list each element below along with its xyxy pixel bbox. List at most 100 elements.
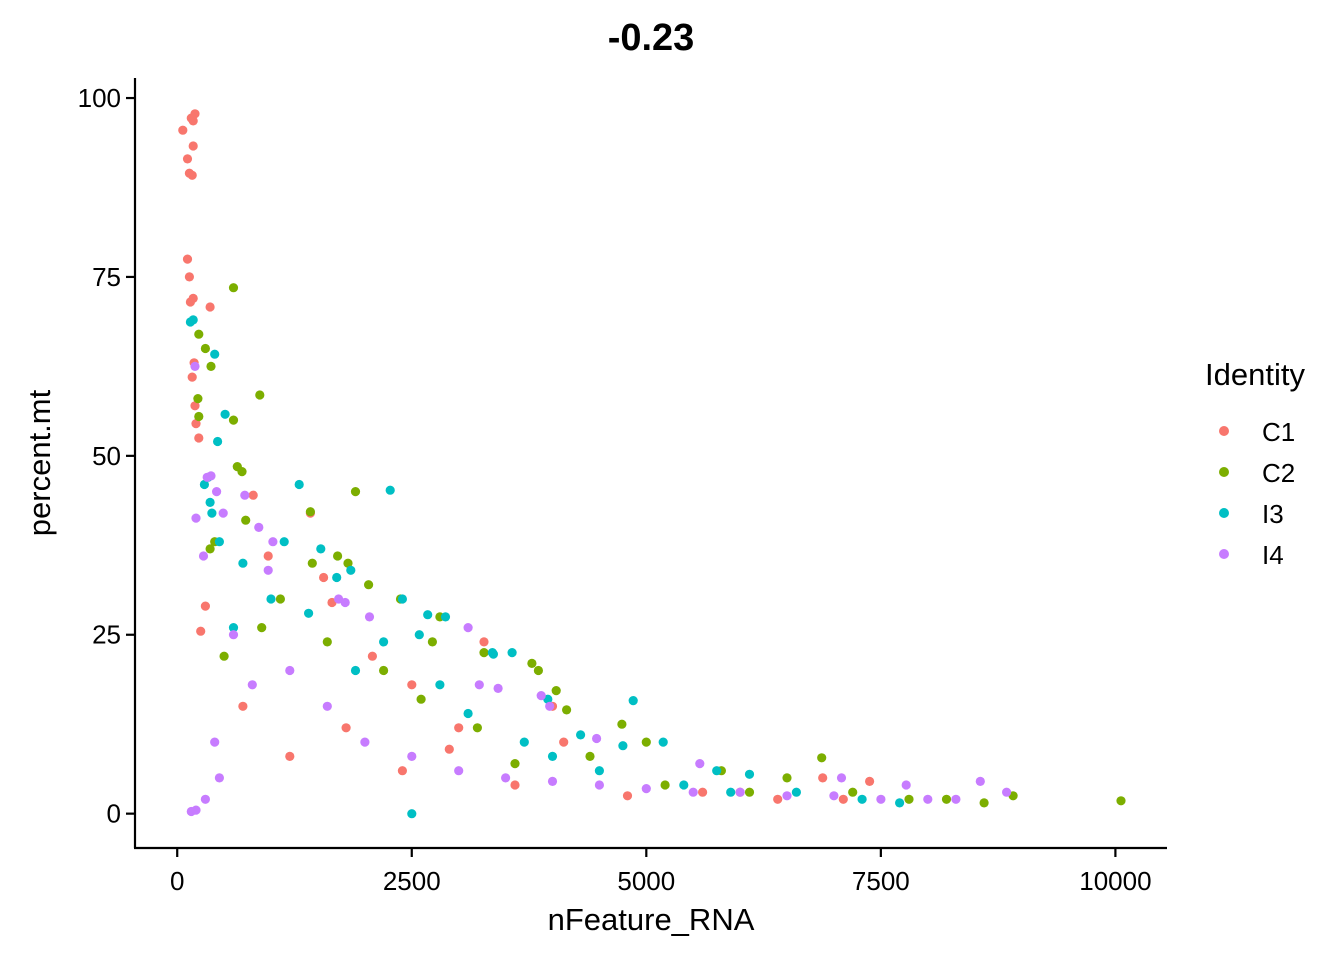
data-point [838, 794, 848, 804]
data-point [658, 737, 668, 747]
data-point [385, 485, 395, 495]
data-point [641, 784, 651, 794]
data-point [275, 594, 285, 604]
data-point [423, 610, 433, 620]
data-point [220, 409, 230, 419]
data-point [190, 109, 200, 119]
data-point [319, 572, 329, 583]
data-point [247, 680, 257, 690]
data-point [333, 551, 343, 561]
data-point [205, 302, 215, 312]
data-point [212, 487, 222, 497]
data-point [463, 623, 473, 633]
data-point [341, 723, 351, 733]
data-point [198, 551, 209, 561]
data-point [343, 558, 353, 568]
legend-label-c1: C1 [1262, 417, 1295, 447]
data-point [791, 787, 802, 797]
data-point [463, 708, 473, 719]
data-point [744, 787, 755, 797]
data-point [350, 487, 361, 497]
legend-key-c2 [1219, 467, 1229, 477]
data-point [285, 665, 295, 676]
data-point [622, 791, 633, 801]
data-point [782, 773, 792, 783]
y-axis-ticks: 0 25 50 75 100 [78, 83, 135, 829]
data-point [836, 773, 847, 783]
data-point [340, 597, 350, 608]
series-c1 [178, 109, 875, 804]
data-point [817, 753, 827, 763]
data-point [190, 361, 200, 371]
data-point [263, 551, 273, 561]
data-point [379, 665, 389, 676]
data-point [618, 741, 628, 751]
data-point [218, 508, 228, 518]
data-point [510, 759, 520, 769]
series-c2 [193, 283, 1126, 808]
data-point [507, 648, 517, 658]
x-tick-label: 7500 [852, 866, 910, 896]
data-point [857, 794, 867, 804]
data-point [294, 479, 304, 490]
data-point [501, 773, 511, 783]
data-point [364, 580, 374, 590]
data-point [182, 254, 193, 264]
data-point [322, 637, 332, 647]
data-point [533, 665, 544, 676]
data-point [576, 730, 586, 740]
data-point [895, 798, 905, 808]
data-point [829, 791, 839, 801]
data-point [364, 612, 375, 622]
data-point [360, 737, 370, 747]
data-point [200, 794, 210, 804]
legend-key-i3 [1219, 508, 1229, 518]
data-point [397, 594, 407, 604]
data-point [316, 544, 326, 554]
data-point [190, 401, 200, 411]
data-point [238, 701, 248, 711]
data-point [207, 508, 217, 518]
data-point [688, 787, 698, 797]
data-point [545, 701, 555, 711]
data-point [592, 733, 602, 744]
data-point [782, 791, 792, 801]
legend-key-i4 [1219, 549, 1229, 559]
data-point [510, 780, 520, 790]
legend-label-i4: I4 [1262, 540, 1284, 570]
data-point [178, 125, 188, 135]
data-point [191, 419, 201, 429]
data-point [407, 680, 417, 690]
data-point [527, 658, 537, 669]
data-point [200, 343, 210, 354]
data-point [493, 683, 503, 694]
x-tick-label: 2500 [383, 866, 441, 896]
data-point [350, 665, 361, 676]
data-point [241, 515, 251, 525]
data-point [228, 283, 239, 293]
data-point [205, 544, 215, 554]
data-point [228, 630, 239, 640]
data-point [416, 694, 426, 704]
data-point [414, 630, 424, 640]
data-point [187, 170, 197, 180]
data-point [193, 394, 203, 404]
data-point [379, 637, 389, 647]
data-point [735, 787, 745, 797]
data-point [199, 479, 209, 490]
data-point [876, 794, 886, 804]
data-point [440, 612, 451, 622]
data-point [346, 565, 356, 575]
data-point [407, 809, 417, 819]
data-point [214, 773, 224, 783]
data-point [519, 737, 529, 747]
data-point [228, 415, 239, 425]
series-i3 [185, 315, 905, 819]
data-point [182, 154, 193, 164]
x-tick-label: 5000 [617, 866, 675, 896]
data-point [695, 759, 705, 769]
data-point [248, 490, 258, 500]
data-point [187, 372, 197, 382]
data-point [901, 780, 911, 790]
data-point [941, 794, 952, 804]
